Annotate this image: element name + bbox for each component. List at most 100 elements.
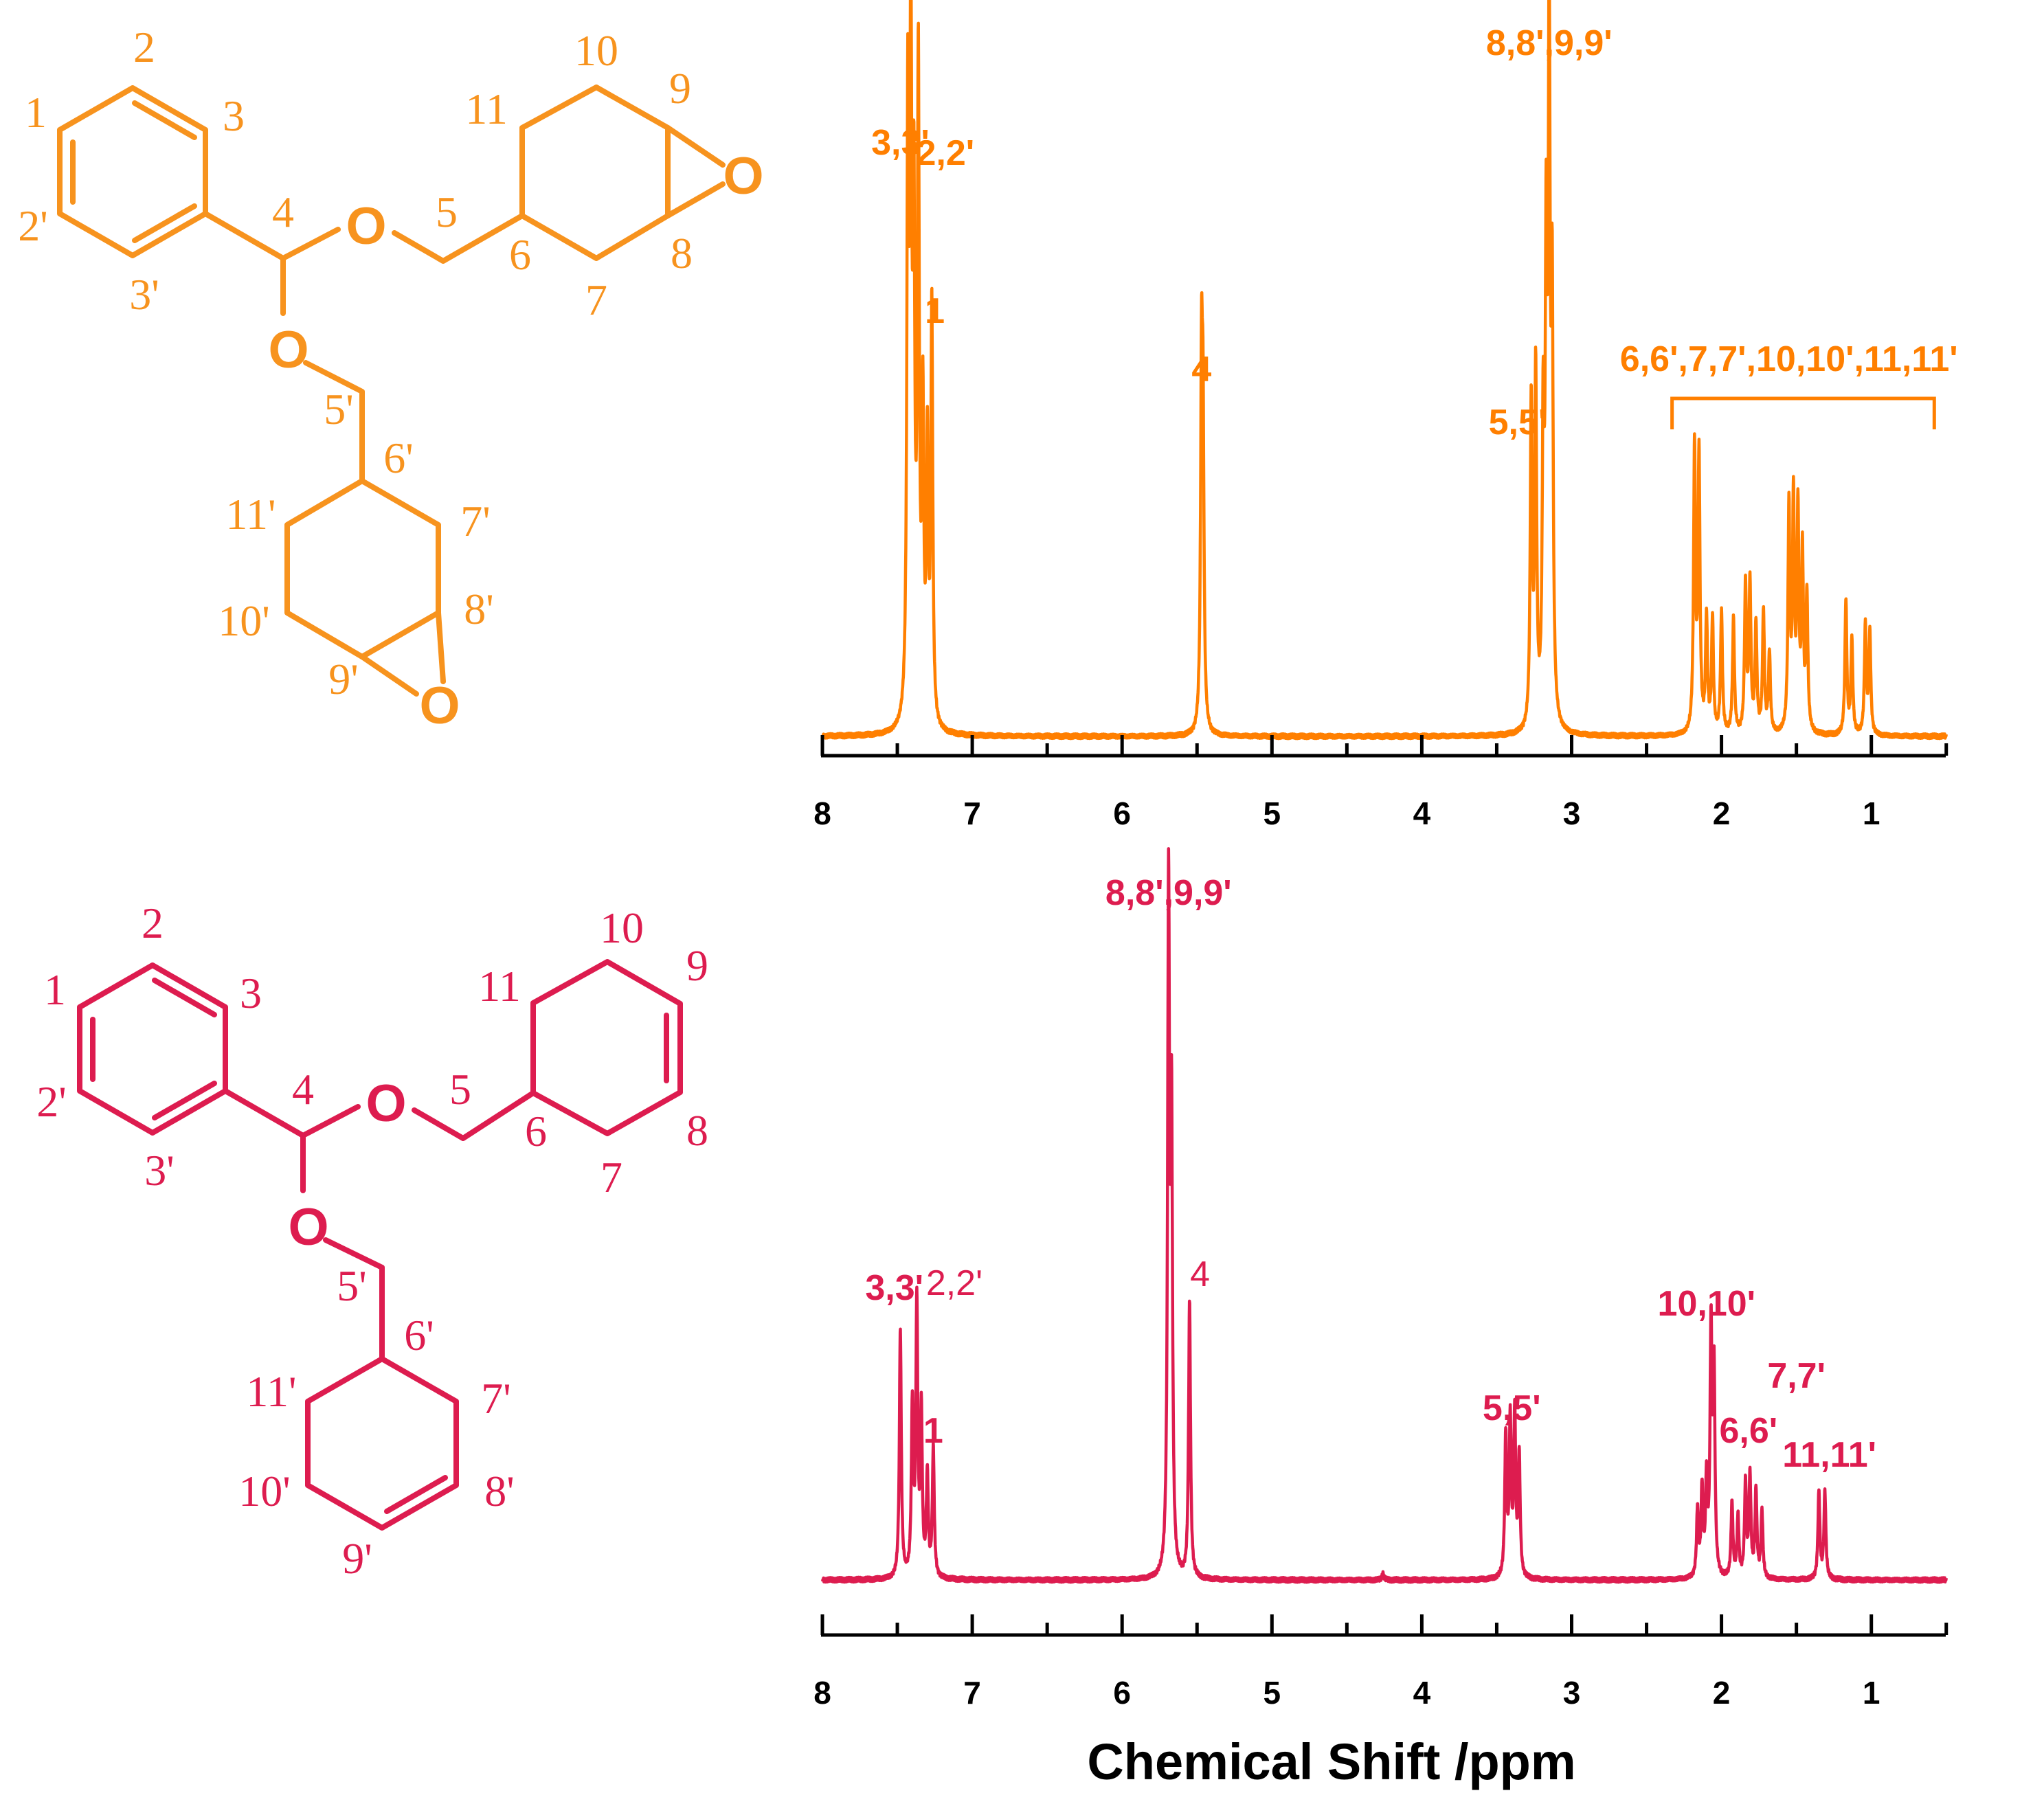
atom-label: 3' — [129, 270, 159, 319]
oxygen-atom: O — [346, 197, 386, 256]
x-tick-label: 8 — [813, 796, 831, 831]
x-tick-label: 4 — [1413, 796, 1431, 831]
peak-annotation: 2,2' — [926, 1263, 982, 1303]
peak-annotation: 10,10' — [1658, 1284, 1756, 1324]
aromatic-double-bond — [152, 1081, 217, 1120]
peak-annotation: 4 — [1190, 1254, 1210, 1294]
atom-label: 9 — [686, 941, 708, 990]
cyclohexene-ring-prime — [305, 1356, 459, 1531]
peak-annotation: 6,6',7,7',10,10',11,11' — [1620, 339, 1958, 379]
atom-label: 6' — [383, 433, 414, 482]
atom-label: 4 — [272, 188, 294, 236]
atom-label: 2 — [133, 23, 155, 71]
alkene-structure-labels: 2 1 3 2' 3' 4 5 6 10 11 9 8 7 5' 6' 11' … — [36, 899, 708, 1583]
atom-label: 11' — [225, 490, 276, 539]
atom-label: 8 — [671, 229, 693, 278]
atom-label: 3 — [223, 91, 245, 140]
atom-label: 7 — [600, 1153, 622, 1202]
c5prime-chain — [303, 360, 365, 484]
benzene-ring — [57, 85, 208, 258]
peak-annotation: 4 — [1191, 350, 1211, 390]
atom-label: 6 — [509, 230, 531, 279]
spectrum-trace — [820, 0, 1948, 741]
oxygen-atom: O — [288, 1198, 328, 1256]
oxygen-atom: O — [366, 1074, 406, 1133]
atom-label: 11 — [478, 962, 521, 1011]
atom-label: 3 — [240, 969, 262, 1017]
benzene-ring — [77, 962, 228, 1136]
x-tick-label: 7 — [963, 796, 981, 831]
atom-label: 5 — [449, 1065, 471, 1114]
c5prime-chain — [323, 1237, 385, 1362]
atom-label: 7 — [585, 275, 607, 324]
epoxide-bond — [665, 181, 726, 218]
atom-label: 5' — [337, 1261, 367, 1310]
epoxide-structure-labels: 2 1 3 2' 3' 4 5 6 10 11 9 8 7 5' 6' 11' … — [18, 23, 763, 735]
peak-annotation: 11,11' — [1782, 1435, 1876, 1475]
atom-label: 7' — [481, 1374, 511, 1423]
atom-label: 8 — [686, 1106, 708, 1155]
atom-label: 10 — [600, 903, 644, 952]
atom-label: 11' — [246, 1367, 296, 1416]
aromatic-double-bond — [132, 100, 197, 140]
x-tick-label: 6 — [1113, 1675, 1131, 1711]
peak-annotation: 1 — [925, 291, 945, 331]
oxygen-atom: O — [268, 321, 308, 379]
x-tick-label: 7 — [963, 1675, 981, 1711]
cyclohexane-ring — [519, 84, 671, 261]
cyclohexene-ring — [530, 959, 683, 1136]
atom-label: 2' — [36, 1077, 67, 1126]
spectrum-top: 8 7 6 5 4 3 2 1 3,3'2,2' 1 4 5,5' 8,8',9,9' 6,6',7,7'… — [813, 0, 1958, 831]
atom-label: 1 — [44, 965, 66, 1014]
peak-annotation: 3,3' — [865, 1268, 923, 1308]
atom-label: 10' — [238, 1467, 291, 1515]
peak-annotation: 1 — [923, 1411, 943, 1451]
cyclohexane-ring-prime — [284, 478, 441, 659]
aromatic-double-bond — [152, 978, 217, 1017]
alkene-double-bond — [384, 1475, 448, 1514]
atom-label: 3' — [144, 1146, 175, 1195]
atom-label: 9' — [328, 655, 359, 703]
x-tick-label: 8 — [813, 1675, 831, 1711]
peak-annotation: 2,2' — [917, 133, 975, 173]
x-tick-label: 4 — [1413, 1675, 1431, 1711]
oxygen-atom: O — [723, 147, 763, 205]
atom-label: 4 — [292, 1065, 314, 1114]
c5-chain — [392, 213, 525, 264]
x-tick-label: 5 — [1264, 796, 1281, 831]
peak-annotation: 3,3' — [871, 123, 930, 163]
atom-label: 5' — [324, 385, 354, 433]
epoxide-structure — [57, 84, 726, 697]
epoxide-bond — [436, 610, 446, 684]
x-tick-label: 3 — [1563, 1675, 1581, 1711]
spectrum-bottom: 8 7 6 5 4 3 2 1 3,3' 2,2' 1 8,8',9,9' 4 5,5' 10,10' 7,7… — [813, 847, 1948, 1711]
x-tick-label: 3 — [1563, 796, 1581, 831]
atom-label: 10 — [574, 26, 618, 75]
x-axis-label: Chemical Shift /ppm — [1087, 1733, 1575, 1790]
x-tick-label: 6 — [1113, 796, 1131, 831]
atom-label: 9 — [669, 64, 691, 113]
atom-label: 5 — [436, 188, 458, 236]
atom-label: 7' — [460, 497, 491, 545]
peak-annotation: 8,8',9,9' — [1486, 23, 1613, 63]
atom-label: 8' — [484, 1467, 515, 1515]
atom-label: 9' — [342, 1534, 372, 1583]
atom-label: 8' — [464, 585, 494, 633]
atom-label: 6' — [404, 1311, 434, 1360]
atom-label: 11 — [465, 84, 508, 133]
epoxide-bond — [665, 125, 726, 168]
peak-annotation: 5,5' — [1483, 1388, 1541, 1428]
x-tick-label: 1 — [1863, 796, 1880, 831]
atom-label: 10' — [218, 596, 270, 645]
alkene-structure — [77, 959, 683, 1531]
oxygen-atom: O — [419, 677, 460, 735]
epoxide-bond — [359, 654, 419, 697]
aromatic-double-bond — [132, 203, 197, 243]
peak-annotation: 7,7' — [1767, 1356, 1826, 1396]
x-tick-label: 2 — [1713, 1675, 1731, 1711]
atom-label: 6 — [525, 1107, 547, 1155]
atom-label: 2' — [18, 201, 48, 250]
peak-annotation: 5,5' — [1489, 403, 1547, 442]
c5-chain — [412, 1090, 536, 1141]
